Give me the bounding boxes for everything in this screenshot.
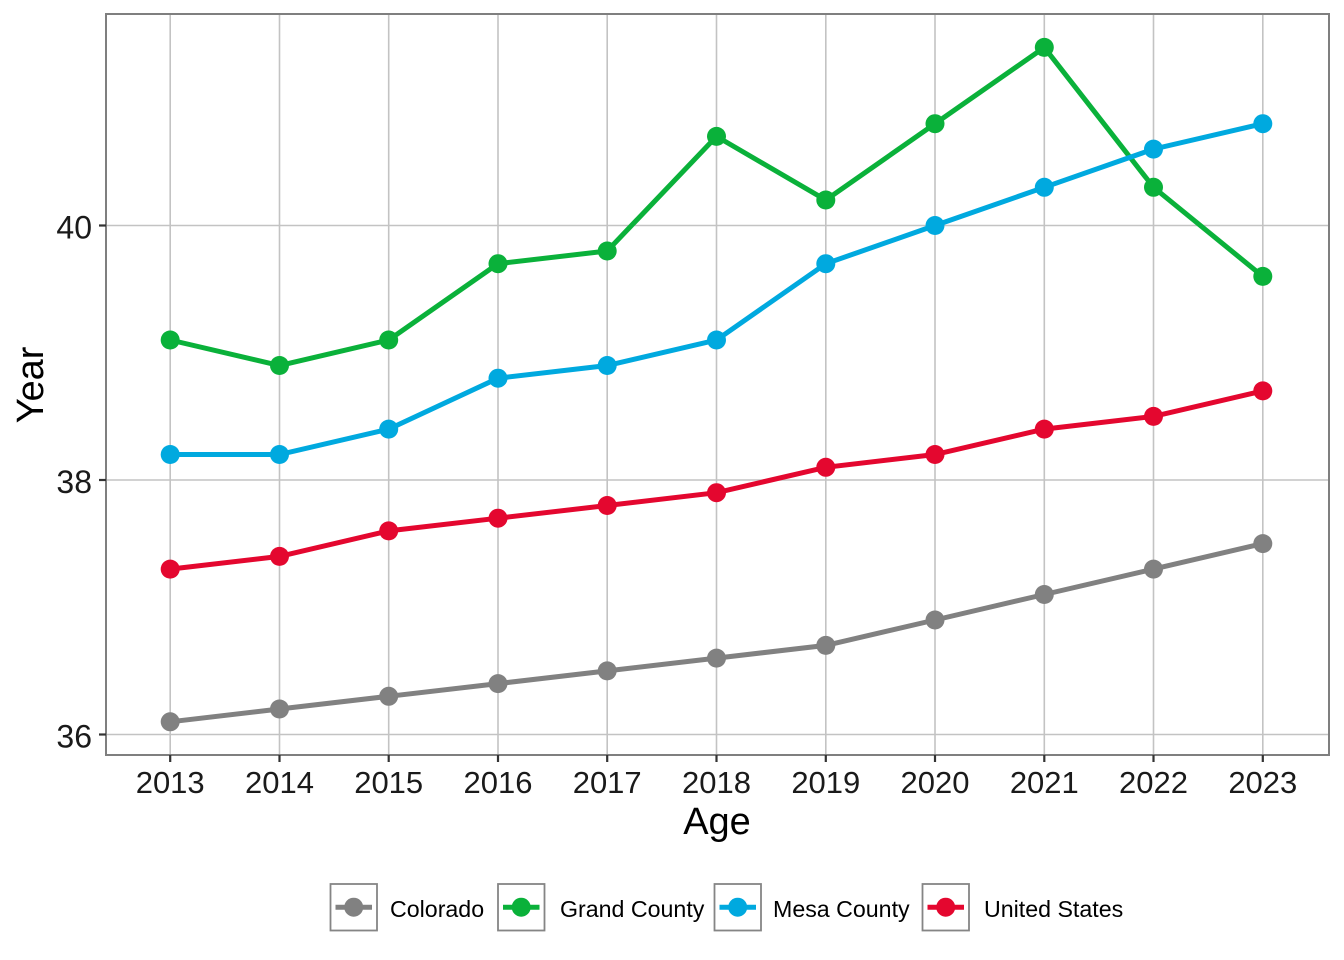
svg-text:2016: 2016 xyxy=(464,765,533,800)
svg-text:Age: Age xyxy=(683,801,751,843)
svg-text:2013: 2013 xyxy=(136,765,205,800)
svg-text:40: 40 xyxy=(56,210,92,246)
svg-text:2022: 2022 xyxy=(1119,765,1188,800)
svg-text:United States: United States xyxy=(984,896,1123,922)
svg-text:Colorado: Colorado xyxy=(390,896,484,922)
svg-text:2017: 2017 xyxy=(573,765,642,800)
svg-text:2018: 2018 xyxy=(682,765,751,800)
svg-text:2015: 2015 xyxy=(354,765,423,800)
svg-text:2019: 2019 xyxy=(791,765,860,800)
svg-text:36: 36 xyxy=(56,719,92,755)
svg-text:Year: Year xyxy=(10,346,52,423)
svg-text:2023: 2023 xyxy=(1228,765,1297,800)
svg-text:2020: 2020 xyxy=(901,765,970,800)
svg-text:2021: 2021 xyxy=(1010,765,1079,800)
svg-text:2014: 2014 xyxy=(245,765,314,800)
svg-text:38: 38 xyxy=(56,464,92,500)
svg-text:Grand County: Grand County xyxy=(560,896,705,922)
svg-text:Mesa County: Mesa County xyxy=(773,896,910,922)
